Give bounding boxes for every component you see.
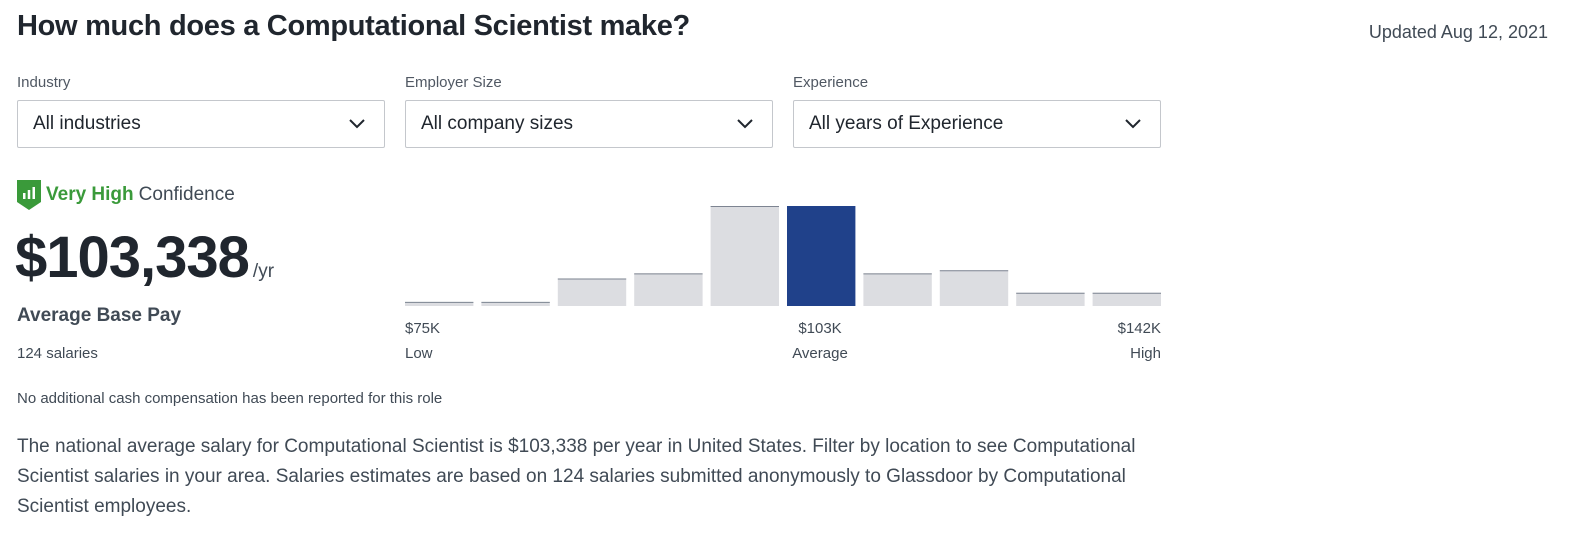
histogram-bar: [939, 270, 1009, 306]
experience-filter: Experience All years of Experience: [793, 74, 1161, 148]
confidence-shield-icon: [17, 180, 41, 210]
histogram-bar: [405, 301, 474, 306]
histogram-bar: [710, 206, 779, 306]
experience-select[interactable]: All years of Experience: [793, 100, 1161, 148]
confidence-level: Very High: [46, 184, 134, 205]
chevron-down-icon: [1125, 119, 1141, 129]
no-cash-note: No additional cash compensation has been…: [17, 390, 443, 407]
employer-size-select-value: All company sizes: [421, 113, 574, 134]
industry-select-value: All industries: [33, 113, 141, 134]
confidence-label: Confidence: [138, 184, 235, 205]
salary-histogram: [405, 206, 1161, 306]
confidence-indicator: Very High Confidence: [17, 180, 235, 210]
salary-count: 124 salaries: [17, 345, 98, 362]
industry-select[interactable]: All industries: [17, 100, 385, 148]
employer-size-filter-label: Employer Size: [405, 74, 502, 91]
low-label: Low: [405, 345, 433, 362]
experience-filter-label: Experience: [793, 74, 869, 91]
average-value-label: $103K: [798, 320, 842, 337]
chevron-down-icon: [737, 119, 753, 129]
employer-size-select[interactable]: All company sizes: [405, 100, 773, 148]
histogram-bar: [634, 273, 703, 306]
histogram-bar-average: [787, 206, 856, 306]
low-value-label: $75K: [405, 320, 441, 337]
pay-period: /yr: [252, 261, 275, 282]
histogram-bar: [1016, 292, 1085, 306]
industry-filter-label: Industry: [17, 74, 71, 91]
histogram-bar: [481, 301, 550, 306]
high-value-label: $142K: [1117, 320, 1161, 337]
employer-size-filter: Employer Size All company sizes: [405, 74, 773, 148]
industry-filter: Industry All industries: [17, 74, 385, 148]
high-label: High: [1130, 345, 1161, 362]
histogram-bar: [863, 273, 932, 306]
histogram-bar: [557, 278, 627, 306]
average-pay-amount: $103,338: [15, 225, 250, 290]
average-label: Average: [792, 345, 848, 362]
updated-date: Updated Aug 12, 2021: [1368, 22, 1548, 42]
pay-amount-row: $103,338 /yr: [15, 226, 274, 290]
salary-description: The national average salary for Computat…: [17, 436, 1136, 517]
page-title: How much does a Computational Scientist …: [17, 10, 690, 42]
chevron-down-icon: [349, 119, 365, 129]
experience-select-value: All years of Experience: [809, 113, 1004, 134]
histogram-bar: [1092, 292, 1161, 306]
average-base-pay-label: Average Base Pay: [17, 305, 182, 326]
